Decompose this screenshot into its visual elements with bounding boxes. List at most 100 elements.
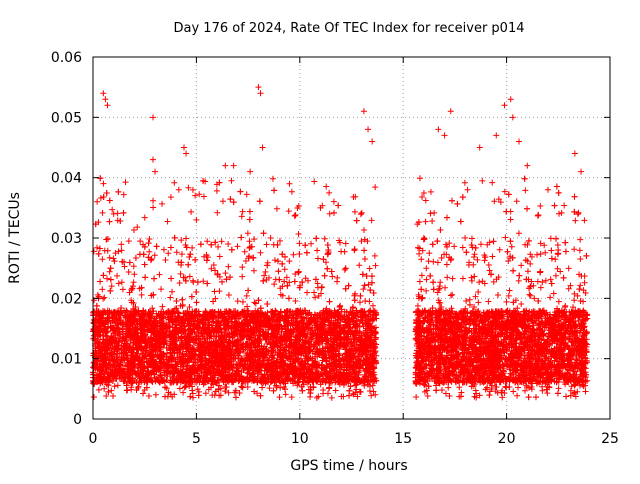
data-point	[131, 279, 137, 285]
data-point	[304, 290, 310, 296]
data-point	[296, 240, 302, 246]
data-point	[226, 292, 232, 298]
data-point	[289, 189, 295, 195]
data-point	[165, 250, 171, 256]
data-point	[177, 280, 183, 286]
data-point	[329, 395, 335, 401]
data-point	[362, 237, 368, 243]
data-point	[169, 289, 175, 295]
data-point	[242, 249, 248, 255]
data-point	[158, 286, 164, 292]
data-point	[100, 181, 106, 187]
data-point	[334, 275, 340, 281]
data-point	[159, 201, 165, 207]
data-point	[293, 212, 299, 218]
data-point	[361, 227, 367, 233]
data-point	[195, 386, 201, 392]
data-point	[168, 194, 174, 200]
data-point	[315, 255, 321, 261]
data-point	[167, 294, 173, 300]
data-point	[289, 394, 295, 400]
data-point	[331, 199, 337, 205]
data-point	[123, 179, 129, 185]
data-point	[357, 299, 363, 305]
data-point	[190, 278, 196, 284]
data-point	[107, 255, 113, 261]
data-point	[94, 245, 100, 251]
data-point	[126, 269, 132, 275]
data-point	[180, 390, 186, 396]
data-point	[311, 178, 317, 184]
data-point	[239, 213, 245, 219]
data-point	[286, 258, 292, 264]
data-point	[109, 283, 115, 289]
data-point	[262, 269, 268, 275]
data-point	[274, 206, 280, 212]
data-point	[116, 280, 122, 286]
data-point	[222, 270, 228, 276]
data-point	[153, 392, 159, 398]
data-point	[119, 279, 125, 285]
data-point	[315, 394, 321, 400]
data-point	[264, 242, 270, 248]
data-point	[107, 269, 113, 275]
data-point	[239, 264, 245, 270]
data-point	[358, 238, 364, 244]
data-point	[314, 395, 320, 401]
data-point	[322, 236, 328, 242]
data-point	[174, 249, 180, 255]
data-point	[126, 238, 132, 244]
data-point	[182, 275, 188, 281]
data-point	[163, 257, 169, 263]
data-point	[150, 198, 156, 204]
data-point	[188, 209, 194, 215]
data-point	[373, 263, 379, 269]
data-point	[272, 257, 278, 263]
data-point	[257, 250, 263, 256]
data-point	[267, 385, 273, 391]
data-point	[352, 209, 358, 215]
data-point	[228, 178, 234, 184]
data-point	[118, 241, 124, 247]
data-point	[159, 304, 165, 310]
data-point	[243, 258, 249, 264]
data-point	[212, 288, 218, 294]
data-point	[108, 388, 114, 394]
data-point	[268, 235, 274, 241]
data-point	[156, 272, 162, 278]
data-point	[176, 187, 182, 193]
data-point	[323, 184, 329, 190]
data-point	[178, 271, 184, 277]
data-point	[146, 236, 152, 242]
data-point	[146, 249, 152, 255]
data-point	[325, 390, 331, 396]
data-point	[234, 243, 240, 249]
data-point	[366, 298, 372, 304]
data-point	[171, 180, 177, 186]
data-point	[360, 286, 366, 292]
data-point	[253, 300, 259, 306]
data-point	[270, 176, 276, 182]
data-point	[356, 262, 362, 268]
data-point	[152, 252, 158, 258]
data-point	[364, 238, 370, 244]
data-point	[99, 286, 105, 292]
data-point	[142, 215, 148, 221]
data-point	[120, 286, 126, 292]
data-point	[121, 192, 127, 198]
data-point	[100, 210, 106, 216]
data-point	[192, 193, 198, 199]
data-point	[165, 218, 171, 224]
data-point	[367, 265, 373, 271]
data-point	[220, 198, 226, 204]
data-point	[225, 241, 231, 247]
data-point	[296, 231, 302, 237]
data-point	[314, 248, 320, 254]
data-point	[311, 290, 317, 296]
data-point	[329, 274, 335, 280]
data-point	[214, 188, 220, 194]
data-point	[187, 273, 193, 279]
data-point	[115, 210, 121, 216]
data-point	[150, 205, 156, 211]
